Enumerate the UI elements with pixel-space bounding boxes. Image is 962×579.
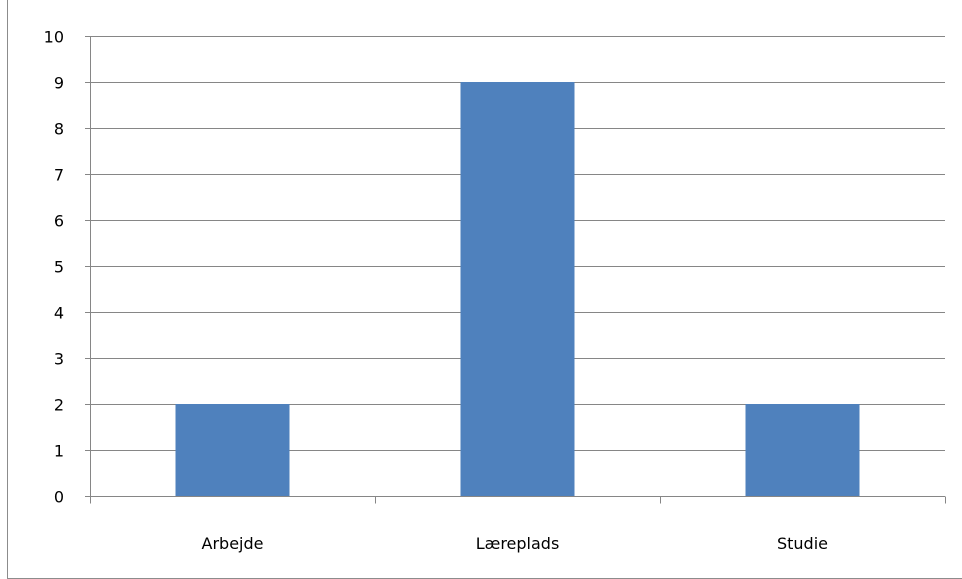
y-tick-label: 10 [44, 28, 64, 47]
y-tick-label: 7 [54, 166, 64, 185]
x-tick-label: Læreplads [476, 534, 560, 553]
y-tick-labels: 0 1 2 3 4 5 6 7 8 9 10 [44, 28, 64, 507]
bars [175, 82, 860, 496]
bar-læreplads [460, 82, 575, 496]
x-tick-label: Studie [777, 534, 828, 553]
y-tick-label: 9 [54, 74, 64, 93]
x-tick-label: Arbejde [202, 534, 264, 553]
y-tick-label: 4 [54, 304, 64, 323]
y-tick-label: 0 [54, 488, 64, 507]
y-tick-label: 3 [54, 350, 64, 369]
y-tick-label: 6 [54, 212, 64, 231]
bar-arbejde [175, 404, 290, 496]
y-tick-label: 2 [54, 396, 64, 415]
y-tick-label: 1 [54, 442, 64, 461]
y-tick-label: 8 [54, 120, 64, 139]
y-tick-label: 5 [54, 258, 64, 277]
axes [85, 36, 946, 504]
x-tick-labels: Arbejde Læreplads Studie [202, 534, 828, 553]
bar-studie [745, 404, 860, 496]
